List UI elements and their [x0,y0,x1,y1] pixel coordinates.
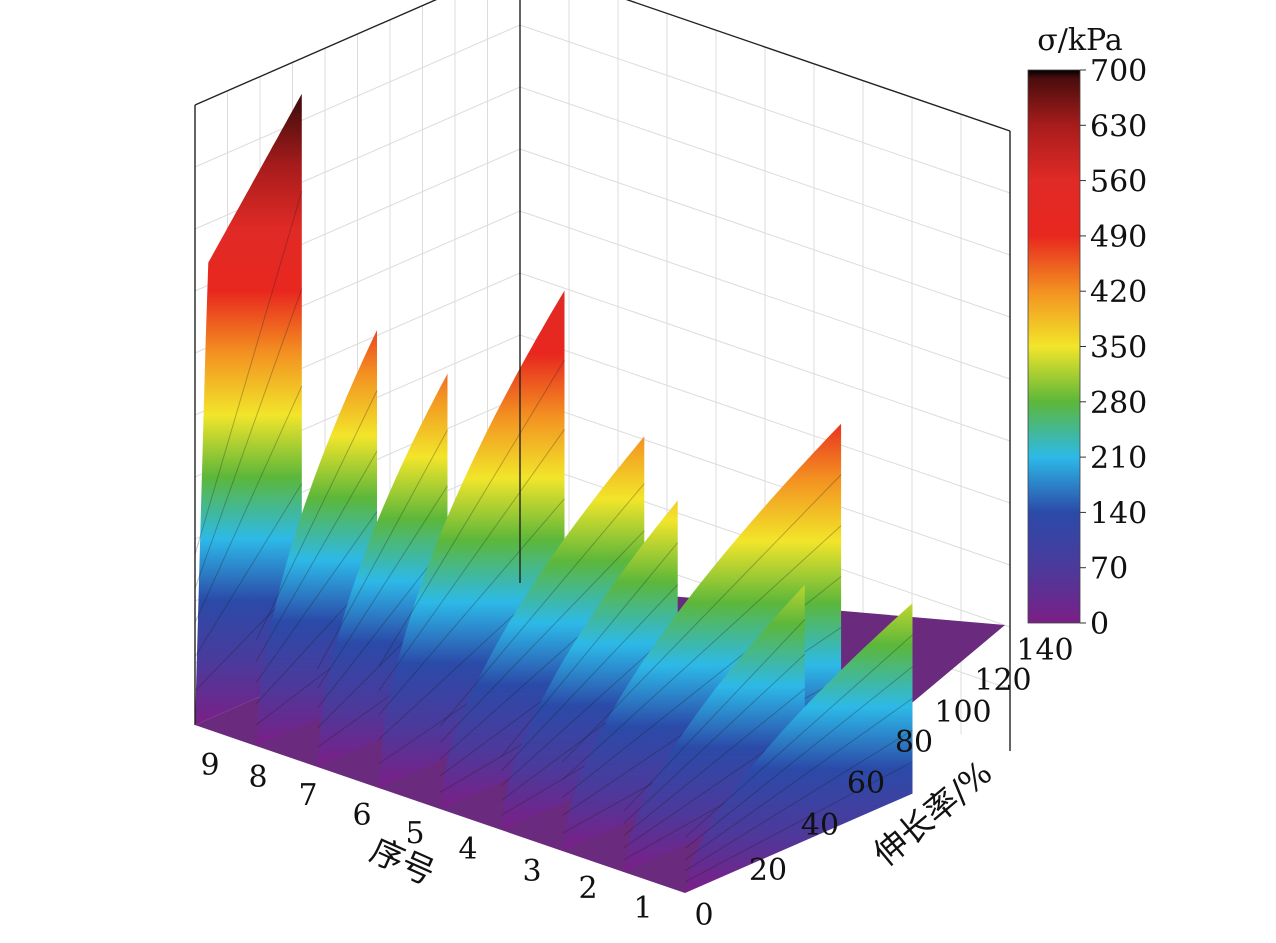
x-tick: 8 [248,760,267,795]
x-tick: 3 [522,854,541,889]
y-tick: 120 [974,663,1031,698]
axis-edge [194,0,438,106]
contour-line [378,359,565,667]
grid-line [519,148,1011,318]
y-tick: 0 [694,898,713,933]
colorbar-tick: 350 [1090,331,1147,366]
colorbar-tick: 140 [1090,496,1147,531]
contour-line [194,385,303,623]
contour-line [562,525,842,781]
contour-line [684,761,913,883]
y-axis-ticks: 0 20 40 60 80 100 120 140 [694,633,1073,933]
x-axis-ticks: 9 8 7 6 5 4 3 2 1 [200,748,652,926]
contour-line [317,485,448,689]
axis-edge [625,0,1011,132]
contour-line [500,626,679,787]
stress-curve-sample-1 [685,603,913,893]
contour-line [255,390,378,641]
contour-line [378,429,565,692]
contour-line [194,191,303,555]
contour-line [194,483,303,658]
grid-line [519,86,1011,256]
x-tick: 4 [458,832,477,867]
x-tick: 9 [200,748,219,783]
contour-line [623,653,806,824]
contour-line [439,530,645,744]
contour-line [378,498,565,716]
contour-line [623,619,806,812]
colorbar-title: σ/kPa [1037,23,1123,58]
grid-line [194,24,521,168]
y-tick: 60 [847,766,885,801]
colorbar-tick: 210 [1090,441,1147,476]
colorbar-gradient [1028,70,1080,623]
y-tick: 140 [1016,633,1073,668]
y-tick: 20 [749,853,787,888]
contour-line [194,288,303,589]
y-tick: 80 [895,725,933,760]
contour-line [684,697,913,861]
contour-line [684,666,913,849]
colorbar: σ/kPa 0 70 140 210 280 350 420 490 560 630 700 [1027,23,1147,642]
grid-line [519,272,1011,442]
colorbar-tick: 70 [1090,552,1128,587]
colorbar-tick: 280 [1090,386,1147,421]
stress-curves [194,93,913,893]
x-tick: 7 [298,778,317,813]
axes-edges [194,0,1011,751]
y-tick: 40 [801,808,839,843]
grid-line [519,24,1011,194]
x-axis-title: 序号 [365,830,441,892]
stress-curve-sample-9 [195,93,302,726]
contour-line [255,511,378,683]
y-tick: 100 [934,695,991,730]
contour-line [317,429,448,670]
grid-line [519,210,1011,380]
contour-line [255,450,378,662]
colorbar-tick: 0 [1090,607,1109,642]
contour-line [684,634,913,838]
contour-line [439,483,645,727]
colorbar-tick: 490 [1090,220,1147,255]
contour-line [500,584,679,772]
colorbar-tick: 420 [1090,275,1147,310]
x-tick: 1 [633,891,652,926]
contour-line [317,541,448,709]
colorbar-tick: 630 [1090,109,1147,144]
x-tick: 2 [578,871,597,906]
contour-line [684,729,913,872]
contour-line [623,688,806,836]
x-tick: 6 [352,798,371,833]
colorbar-tick: 700 [1090,54,1147,89]
contour-line [562,474,842,763]
colorbar-tick: 560 [1090,165,1147,200]
x-tick: 5 [405,816,424,851]
contour-line [500,542,679,757]
